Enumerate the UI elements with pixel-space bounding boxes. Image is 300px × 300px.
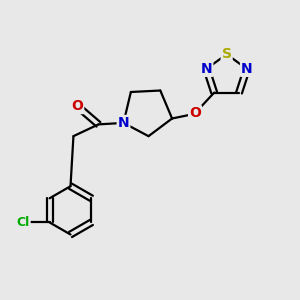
Text: S: S bbox=[222, 47, 232, 61]
Text: Cl: Cl bbox=[16, 216, 30, 229]
Text: O: O bbox=[71, 99, 83, 113]
Text: N: N bbox=[118, 116, 129, 130]
Text: N: N bbox=[241, 62, 253, 76]
Text: O: O bbox=[189, 106, 201, 120]
Text: N: N bbox=[201, 62, 212, 76]
